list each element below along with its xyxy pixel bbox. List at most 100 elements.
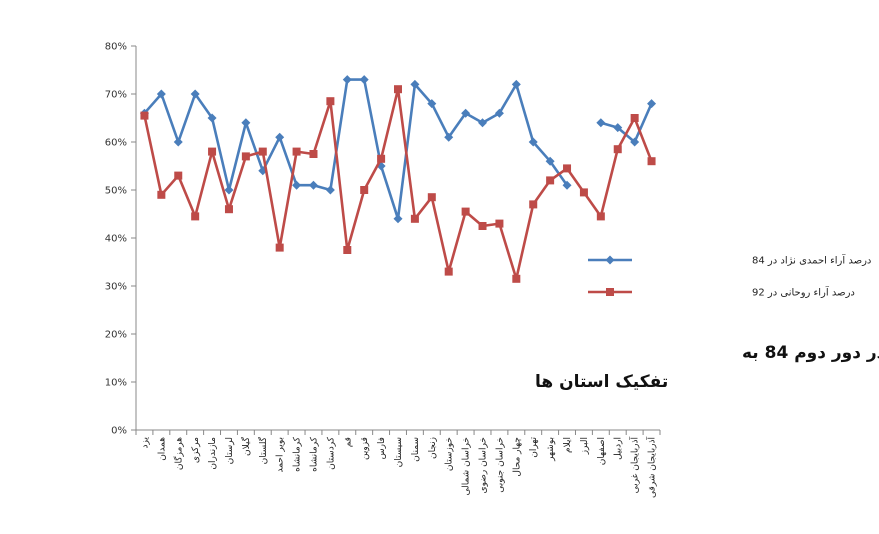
legend-marker <box>605 255 615 265</box>
legend-marker <box>606 288 614 296</box>
x-category-label: آذربایجان غربی <box>629 437 641 494</box>
data-point <box>308 180 318 190</box>
x-axis-ticks: یزد همدان هرمزگان مرکزی مازندران لرستان گیلان گ… <box>135 430 661 498</box>
data-point <box>377 154 386 163</box>
data-point <box>360 186 369 194</box>
data-point <box>579 188 588 197</box>
x-category-label: کرمانشاه <box>309 436 319 472</box>
data-point <box>207 113 217 123</box>
data-point <box>325 185 335 195</box>
x-category-label: خراسان رضوی <box>479 437 489 493</box>
data-point <box>275 132 285 142</box>
y-tick-label: 80% <box>105 42 127 53</box>
data-point <box>444 267 453 276</box>
data-point <box>326 97 335 106</box>
x-category-label: چهار محال <box>512 437 522 477</box>
data-point <box>224 185 234 195</box>
x-category-label: همدان <box>157 437 167 461</box>
data-point <box>156 89 166 99</box>
series-line <box>143 78 569 221</box>
data-point <box>528 137 538 147</box>
legend-item-2: درصد آراء روحانی در 92 <box>588 286 855 299</box>
series-2 <box>140 85 656 283</box>
data-point <box>275 243 284 252</box>
data-point <box>190 89 200 99</box>
x-category-label: زنجان <box>428 437 438 459</box>
x-category-label: خراسان شمالی <box>462 437 472 496</box>
data-point <box>359 75 369 85</box>
x-category-label: هرمزگان <box>172 437 184 470</box>
data-point <box>546 176 555 185</box>
x-category-label: بویر احمد <box>276 437 286 472</box>
x-category-label: سمنان <box>411 437 421 462</box>
data-point <box>410 214 419 223</box>
y-tick-label: 50% <box>105 186 127 197</box>
x-category-label: کرمانشاه <box>293 436 303 472</box>
data-point <box>596 118 606 128</box>
data-point <box>529 200 538 209</box>
data-point <box>292 147 301 156</box>
x-category-label: کردستان <box>326 436 336 470</box>
data-point <box>563 164 572 173</box>
series-line <box>143 87 653 281</box>
data-point <box>410 79 420 89</box>
x-category-label: آذربایجان شرقی <box>646 437 658 498</box>
data-point <box>596 212 605 221</box>
data-point <box>427 193 436 202</box>
data-point <box>478 118 488 128</box>
x-category-label: قزوین <box>360 437 370 460</box>
y-tick-label: 20% <box>105 330 127 341</box>
chart-title-line-2: تفکیک استان ها <box>535 372 668 392</box>
data-point <box>343 246 352 254</box>
data-point <box>512 274 521 283</box>
data-point <box>613 145 622 154</box>
y-tick-label: 10% <box>105 378 127 389</box>
x-category-label: گیلان <box>240 436 252 456</box>
legend-label: درصد آراء احمدی نژاد در 84 <box>752 254 871 267</box>
data-point <box>427 99 437 109</box>
legend: درصد آراء احمدی نژاد در 84 درصد آراء روحا… <box>588 254 871 299</box>
data-point <box>562 180 572 190</box>
x-category-label: تهران <box>529 437 539 458</box>
data-point <box>224 205 233 214</box>
x-category-label: مرکزی <box>191 437 201 463</box>
data-point <box>647 99 657 109</box>
data-point <box>393 214 403 224</box>
x-category-label: قم <box>343 437 353 447</box>
data-point <box>140 111 149 120</box>
data-point <box>613 123 623 133</box>
data-point <box>208 147 217 156</box>
chart-title-line-1: مقایسه تطبیقی آراء روحانی در 92 و احمدی … <box>742 341 879 363</box>
x-category-label: لرستان <box>225 437 235 464</box>
data-point <box>342 75 352 85</box>
data-point <box>511 79 521 89</box>
x-category-label: یزد <box>140 437 150 449</box>
data-point <box>461 207 470 216</box>
x-category-label: بوشهر <box>546 437 556 462</box>
data-point <box>241 118 251 128</box>
data-point <box>647 157 656 166</box>
data-point <box>494 108 504 118</box>
x-category-label: البرز <box>580 437 590 455</box>
x-category-label: خراسان جنوبی <box>495 437 505 493</box>
y-axis-ticks: 0% 10% 20% 30% 40% 50% 60% 70% 80% <box>105 42 136 437</box>
data-point <box>394 85 402 94</box>
x-category-label: اردبیل <box>614 437 624 460</box>
data-point <box>444 132 454 142</box>
data-point <box>173 137 183 147</box>
data-point <box>461 108 471 118</box>
y-tick-label: 40% <box>105 234 127 245</box>
data-point <box>191 212 200 221</box>
data-point <box>545 156 555 166</box>
data-point <box>174 171 183 180</box>
data-point <box>241 152 250 161</box>
data-point <box>157 190 166 199</box>
data-point <box>630 137 640 147</box>
x-category-label: گلستان <box>257 436 269 464</box>
y-tick-label: 0% <box>111 426 127 437</box>
x-category-label: فارس <box>377 437 387 459</box>
data-point <box>630 114 639 122</box>
y-tick-label: 60% <box>105 138 127 149</box>
legend-label: درصد آراء روحانی در 92 <box>752 286 855 299</box>
